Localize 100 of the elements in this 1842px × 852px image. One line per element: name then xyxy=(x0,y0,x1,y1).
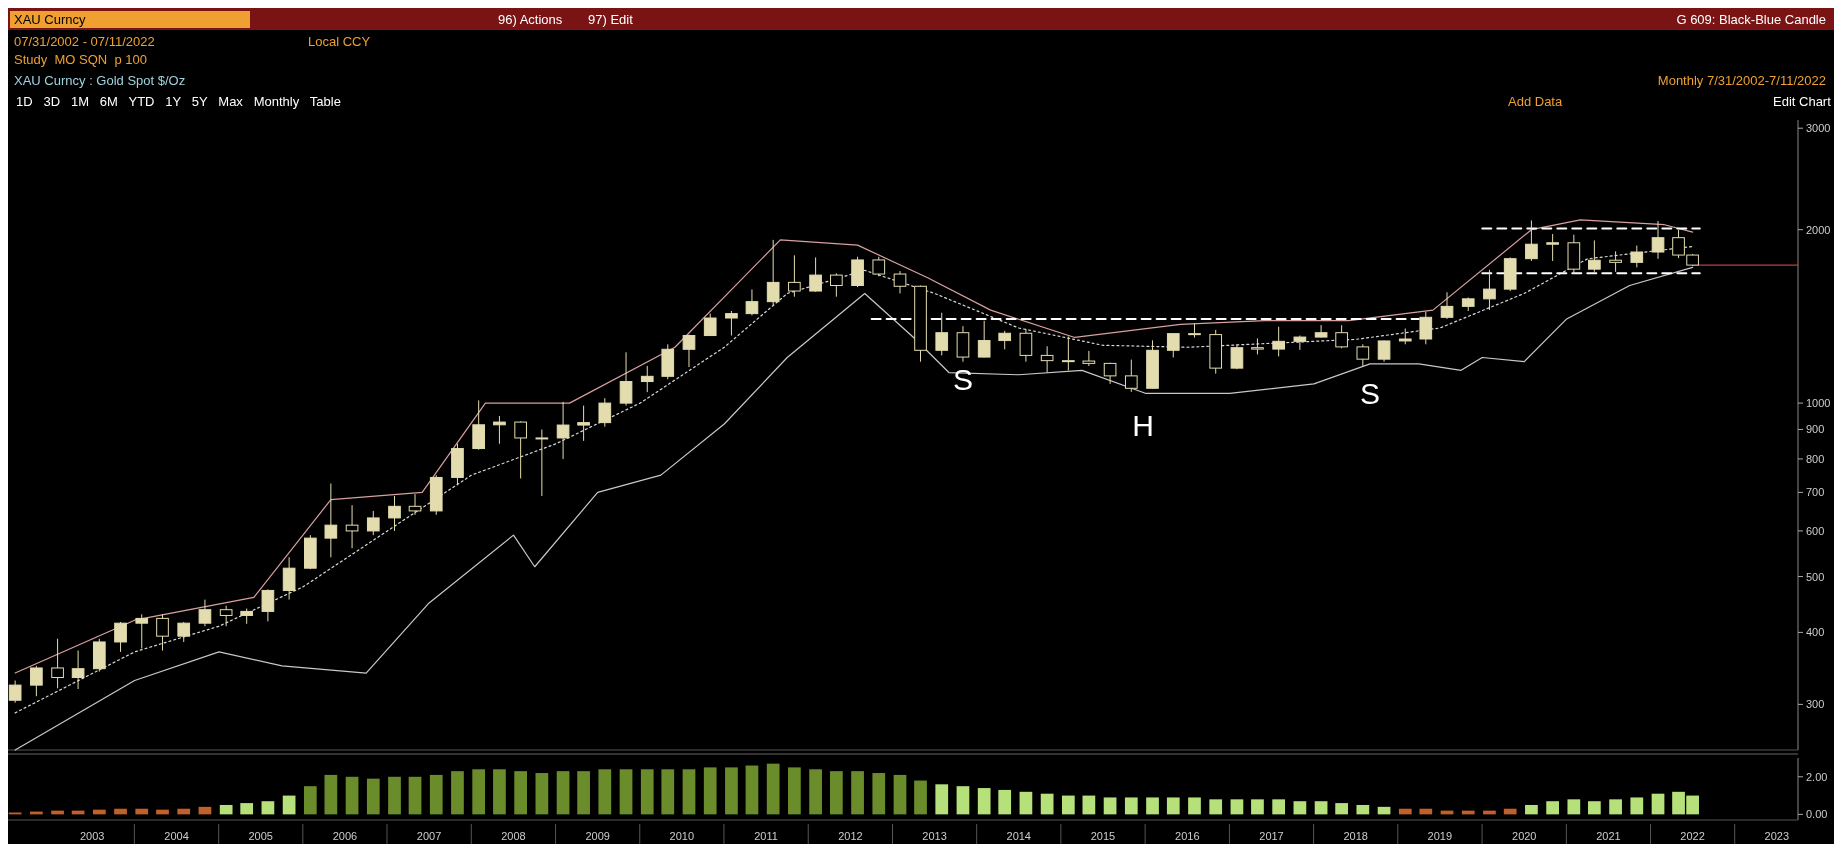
bar xyxy=(640,769,654,815)
text: Study MO SQN p 100 xyxy=(14,52,147,67)
candlestick xyxy=(1082,350,1096,367)
x-tick-label: 2004 xyxy=(164,830,189,842)
chart-subtitle: Monthly 7/31/2002-7/11/2022 xyxy=(1657,73,1826,88)
bar xyxy=(1166,797,1180,815)
candlestick xyxy=(366,510,380,536)
candlestick xyxy=(788,254,801,298)
text: 97) Edit xyxy=(588,12,634,27)
candlestick xyxy=(324,483,338,558)
x-tick-label: 2020 xyxy=(1512,830,1537,842)
x-tick-label: 2016 xyxy=(1175,830,1200,842)
x-tick-label: 2017 xyxy=(1259,830,1284,842)
candlestick xyxy=(1440,291,1454,320)
candlestick xyxy=(1651,220,1665,260)
x-tick-label: 2010 xyxy=(669,830,695,842)
x-tick-label: 2003 xyxy=(79,830,105,842)
bar xyxy=(1209,799,1223,815)
candlestick xyxy=(577,405,590,442)
bar xyxy=(1651,793,1665,815)
candlestick xyxy=(830,272,843,298)
candlestick xyxy=(619,351,633,407)
bar xyxy=(788,767,801,815)
candlestick xyxy=(872,256,886,277)
bar xyxy=(1567,799,1581,815)
text: 96) Actions xyxy=(498,12,563,27)
bar xyxy=(282,795,296,815)
bar xyxy=(324,774,338,815)
bar xyxy=(345,776,359,815)
x-tick-label: 2011 xyxy=(754,830,778,842)
bar xyxy=(703,767,717,815)
candlestick xyxy=(1124,359,1138,393)
x-tick-label: 2007 xyxy=(416,830,442,842)
candlestick xyxy=(1040,345,1054,374)
candlestick xyxy=(472,399,486,451)
y-tick-label: 600 xyxy=(1806,524,1825,537)
candlestick xyxy=(998,330,1012,350)
bar xyxy=(1398,808,1412,815)
candlestick xyxy=(745,288,759,316)
candlestick xyxy=(177,621,191,643)
bar xyxy=(1103,797,1117,815)
bar xyxy=(956,786,970,815)
bar xyxy=(1061,795,1075,815)
x-tick-label: 2015 xyxy=(1090,830,1116,842)
bar xyxy=(829,771,843,815)
bar xyxy=(1356,804,1370,815)
y-tick-label: 0.00 xyxy=(1806,808,1828,821)
bar xyxy=(408,776,422,815)
candlestick xyxy=(1419,311,1433,345)
candlestick xyxy=(1314,324,1328,338)
bar xyxy=(429,774,443,815)
bar xyxy=(1503,808,1517,815)
candlestick xyxy=(1483,269,1496,311)
y-tick-label: 900 xyxy=(1806,423,1825,436)
candlestick xyxy=(135,613,149,650)
bar xyxy=(177,808,191,815)
candlestick xyxy=(935,312,949,356)
x-tick-label: 2005 xyxy=(248,830,273,842)
bar xyxy=(535,773,549,815)
text: Local CCY xyxy=(308,34,371,49)
bar xyxy=(1040,793,1054,815)
bar xyxy=(872,773,886,815)
bar xyxy=(935,784,949,815)
candlestick xyxy=(640,365,654,393)
bar xyxy=(1546,801,1559,815)
candlestick xyxy=(156,613,169,652)
bar xyxy=(1272,799,1286,815)
bar xyxy=(1230,799,1244,815)
bar xyxy=(135,808,149,815)
candlestick xyxy=(977,320,991,358)
candlestick xyxy=(682,334,696,368)
bar xyxy=(219,804,233,815)
y-tick-label: 3000 xyxy=(1806,122,1831,135)
y-tick-label: 500 xyxy=(1806,570,1825,583)
bar xyxy=(682,769,696,815)
bar xyxy=(114,808,127,815)
bar xyxy=(1146,797,1159,815)
bar xyxy=(493,769,506,815)
y-tick-label: 400 xyxy=(1806,626,1825,639)
x-tick-label: 2019 xyxy=(1427,830,1453,842)
bar xyxy=(1335,803,1348,815)
y-tick-label: 1000 xyxy=(1806,397,1831,410)
candlestick xyxy=(388,495,401,532)
text: Edit Chart xyxy=(1773,94,1832,109)
x-tick-label: 2012 xyxy=(838,830,863,842)
text: Add Data xyxy=(1508,94,1563,109)
candlestick xyxy=(725,310,738,337)
candlestick xyxy=(1546,233,1559,262)
bar xyxy=(1188,797,1201,815)
y-tick-label: 700 xyxy=(1806,486,1825,499)
candlestick xyxy=(1356,343,1370,367)
x-tick-label: 2006 xyxy=(332,830,358,842)
candlestick xyxy=(1062,336,1075,371)
bar xyxy=(1588,801,1601,815)
bar xyxy=(556,771,570,815)
candlestick xyxy=(8,680,22,704)
bar xyxy=(1419,808,1433,815)
candlestick xyxy=(703,313,717,337)
candlestick xyxy=(30,665,43,697)
bar xyxy=(1630,797,1644,815)
